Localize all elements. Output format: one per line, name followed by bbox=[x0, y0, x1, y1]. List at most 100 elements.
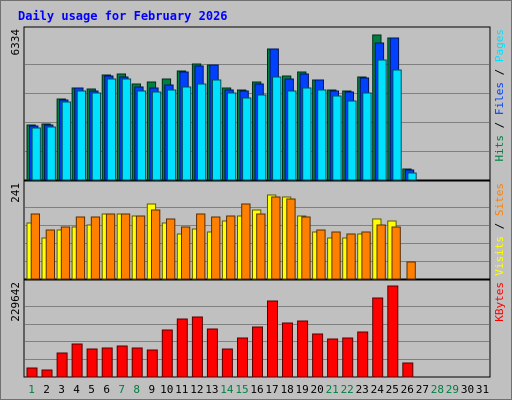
x-tick-label-day-25: 25 bbox=[386, 383, 399, 396]
legend-hits-files-pages: Hits / Files / Pages bbox=[493, 29, 506, 162]
bar-pages-day-16 bbox=[257, 94, 267, 181]
bar-pages-day-11 bbox=[181, 86, 192, 181]
bar-kbytes-day-11 bbox=[176, 318, 188, 378]
x-tick-label-day-6: 6 bbox=[103, 383, 110, 396]
x-tick-label-day-9: 9 bbox=[148, 383, 155, 396]
bar-sites-day-25 bbox=[391, 226, 401, 280]
bar-sites-day-15 bbox=[241, 203, 251, 280]
x-tick-label-day-3: 3 bbox=[58, 383, 65, 396]
bar-sites-day-4 bbox=[75, 216, 86, 280]
legend-separator: / bbox=[493, 115, 506, 135]
bar-sites-day-22 bbox=[346, 233, 356, 280]
x-tick-label-day-14: 14 bbox=[220, 383, 234, 396]
bar-pages-day-2 bbox=[46, 126, 56, 181]
bar-pages-day-22 bbox=[347, 100, 357, 181]
bar-kbytes-day-16 bbox=[252, 326, 263, 378]
bar-pages-day-20 bbox=[317, 89, 327, 181]
x-tick-label-day-24: 24 bbox=[371, 383, 385, 396]
bar-kbytes-day-21 bbox=[327, 338, 339, 378]
bar-kbytes-day-9 bbox=[146, 349, 158, 378]
x-tick-label-day-22: 22 bbox=[341, 383, 354, 396]
bar-pages-day-6 bbox=[106, 78, 117, 181]
chart-title: Daily usage for February 2026 bbox=[18, 9, 228, 23]
x-tick-label-day-5: 5 bbox=[88, 383, 95, 396]
bar-sites-day-17 bbox=[271, 196, 281, 280]
bar-sites-day-26 bbox=[406, 261, 416, 280]
x-tick-label-day-20: 20 bbox=[310, 383, 323, 396]
bar-kbytes-day-22 bbox=[342, 337, 354, 378]
legend-separator: / bbox=[493, 62, 506, 82]
bar-kbytes-day-4 bbox=[71, 343, 83, 378]
legend-visits-sites: Visits / Sites bbox=[493, 183, 506, 276]
bar-kbytes-day-12 bbox=[191, 316, 203, 378]
bar-pages-day-10 bbox=[166, 89, 177, 181]
bar-kbytes-day-20 bbox=[312, 333, 324, 378]
bar-sites-day-11 bbox=[181, 226, 191, 280]
bar-sites-day-16 bbox=[256, 213, 266, 280]
bar-kbytes-day-17 bbox=[267, 300, 278, 378]
x-tick-label-day-21: 21 bbox=[326, 383, 339, 396]
bar-kbytes-day-14 bbox=[221, 348, 233, 378]
bar-pages-day-14 bbox=[227, 92, 237, 181]
bar-pages-day-9 bbox=[151, 91, 162, 181]
bar-kbytes-day-18 bbox=[282, 322, 293, 378]
bar-kbytes-day-3 bbox=[56, 352, 68, 378]
bar-kbytes-day-25 bbox=[387, 285, 399, 378]
x-tick-label-day-28: 28 bbox=[431, 383, 444, 396]
x-tick-label-day-4: 4 bbox=[73, 383, 80, 396]
bar-pages-day-17 bbox=[272, 76, 282, 181]
bar-sites-day-8 bbox=[135, 215, 146, 280]
bar-sites-day-19 bbox=[301, 216, 311, 280]
x-tick-label-day-26: 26 bbox=[401, 383, 414, 396]
x-tick-label-day-31: 31 bbox=[476, 383, 489, 396]
bar-sites-day-21 bbox=[331, 231, 341, 280]
x-tick-label-day-30: 30 bbox=[461, 383, 474, 396]
bar-kbytes-day-5 bbox=[86, 348, 98, 378]
bar-pages-day-26 bbox=[407, 172, 417, 181]
x-tick-label-day-29: 29 bbox=[446, 383, 459, 396]
bar-pages-day-15 bbox=[242, 97, 252, 181]
bar-sites-day-13 bbox=[211, 216, 221, 280]
bar-kbytes-day-1 bbox=[26, 367, 38, 378]
legend-sites: Sites bbox=[493, 183, 506, 216]
bar-kbytes-day-8 bbox=[131, 347, 143, 378]
bar-sites-day-6 bbox=[105, 213, 116, 280]
bar-pages-day-25 bbox=[392, 69, 402, 181]
bar-pages-day-19 bbox=[302, 87, 312, 181]
bar-sites-day-23 bbox=[361, 231, 371, 280]
bar-kbytes-day-23 bbox=[357, 331, 369, 378]
bar-kbytes-day-2 bbox=[41, 369, 53, 378]
x-tick-label-day-16: 16 bbox=[250, 383, 263, 396]
x-tick-label-day-27: 27 bbox=[416, 383, 429, 396]
legend-files: Files bbox=[493, 82, 506, 115]
bar-kbytes-day-24 bbox=[372, 297, 384, 378]
bar-pages-day-12 bbox=[197, 83, 207, 181]
bar-pages-day-8 bbox=[136, 90, 147, 181]
x-tick-label-day-8: 8 bbox=[133, 383, 140, 396]
x-tick-label-day-13: 13 bbox=[205, 383, 218, 396]
bar-pages-day-5 bbox=[91, 92, 101, 181]
bar-pages-day-7 bbox=[121, 78, 132, 181]
legend-pages: Pages bbox=[493, 29, 506, 62]
x-tick-label-day-2: 2 bbox=[43, 383, 50, 396]
max-label-hits-files-pages: 6334 bbox=[9, 29, 22, 56]
legend-hits: Hits bbox=[493, 135, 506, 162]
x-tick-label-day-10: 10 bbox=[160, 383, 173, 396]
bar-sites-day-1 bbox=[30, 213, 41, 280]
bar-sites-day-2 bbox=[45, 229, 56, 280]
x-tick-label-day-19: 19 bbox=[295, 383, 308, 396]
bar-kbytes-day-6 bbox=[101, 347, 113, 378]
bar-kbytes-day-15 bbox=[237, 337, 248, 378]
bar-sites-day-14 bbox=[226, 215, 236, 280]
bar-kbytes-day-7 bbox=[116, 345, 128, 378]
bar-pages-day-23 bbox=[362, 92, 372, 181]
bar-sites-day-24 bbox=[376, 224, 386, 280]
x-tick-label-day-7: 7 bbox=[118, 383, 125, 396]
bar-kbytes-day-26 bbox=[402, 362, 414, 378]
bar-pages-day-21 bbox=[332, 95, 342, 181]
x-tick-label-day-11: 11 bbox=[175, 383, 188, 396]
bar-sites-day-3 bbox=[60, 226, 71, 280]
bar-pages-day-24 bbox=[377, 59, 387, 181]
legend-kbytes: KBytes bbox=[493, 282, 506, 322]
